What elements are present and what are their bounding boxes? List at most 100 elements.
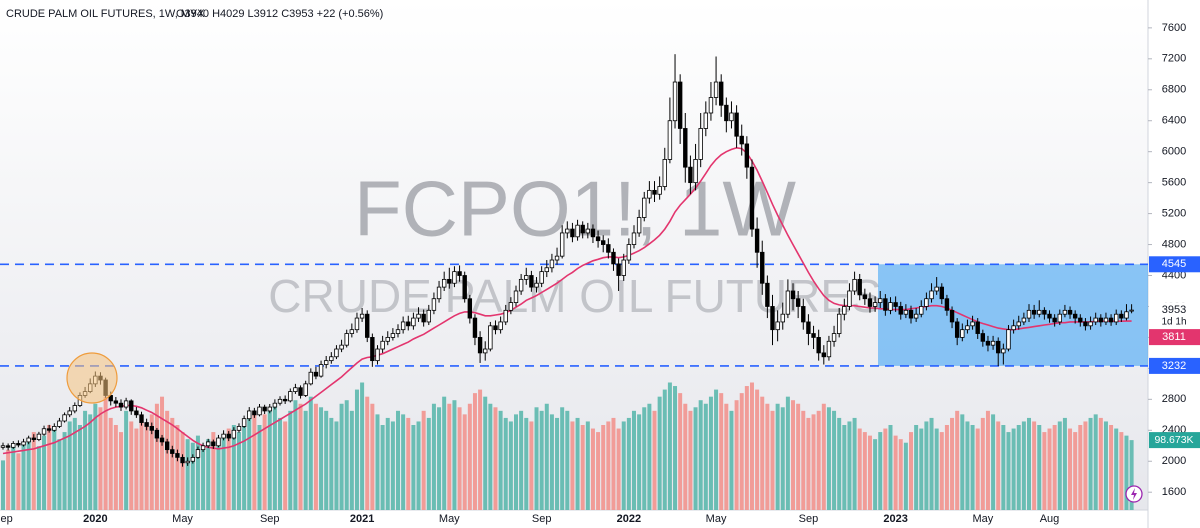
level-label: 3232 <box>1162 360 1186 372</box>
volume-bar <box>416 421 421 510</box>
volume-bar <box>129 421 134 510</box>
candle-body <box>190 456 196 462</box>
candle-body <box>1098 317 1104 323</box>
volume-bar <box>1047 428 1052 510</box>
volume-bar <box>175 425 180 510</box>
volume-bar <box>108 417 113 510</box>
volume-bar <box>283 421 288 510</box>
volume-bar <box>662 389 667 510</box>
volume-bar <box>334 421 339 510</box>
icon-bolt[interactable] <box>1131 488 1137 500</box>
volume-bar <box>678 393 683 510</box>
volume-bar <box>934 428 939 510</box>
volume-bar <box>775 403 780 510</box>
volume-bar <box>749 382 754 510</box>
candle-body <box>385 337 390 342</box>
candle-body <box>113 400 119 404</box>
candle-body <box>713 81 719 98</box>
volume-bar <box>431 403 436 510</box>
candle-body <box>693 159 698 184</box>
replay-icon[interactable] <box>1125 485 1143 503</box>
volume-bar <box>724 403 729 510</box>
volume-bar <box>744 386 749 510</box>
volume-bar <box>62 432 67 510</box>
candle-body <box>785 290 791 315</box>
plot-layer: 1600200024002800320036004000440048005200… <box>0 22 1186 525</box>
candle-body <box>452 271 457 284</box>
candle-body <box>170 449 175 454</box>
volume-bar <box>472 393 477 510</box>
candle-body <box>636 217 642 234</box>
candle-body <box>380 340 385 350</box>
watermark-symbol: FCPO1!, 1W <box>354 165 796 253</box>
candle-body <box>395 329 401 334</box>
candle-body <box>26 437 31 443</box>
volume-bar <box>714 389 719 510</box>
candle-body <box>570 228 575 238</box>
candle-body <box>139 414 144 423</box>
volume-bar <box>606 421 611 510</box>
volume-bar <box>165 410 170 510</box>
candle-body <box>898 306 903 315</box>
candle-body <box>359 313 365 319</box>
volume-bar <box>739 393 744 510</box>
volume-bar <box>67 421 72 510</box>
candle-body <box>677 81 683 129</box>
volume-bar <box>549 414 554 510</box>
candle-body <box>780 313 785 323</box>
volume-bar <box>221 435 226 510</box>
candle-body <box>760 251 765 284</box>
x-tick-label: Aug <box>1040 513 1060 525</box>
volume-bar <box>324 410 329 510</box>
last-price-box <box>1149 302 1200 330</box>
candle-body <box>544 267 549 273</box>
volume-bar <box>21 442 26 510</box>
moving-average <box>2 146 1132 455</box>
volume-bar <box>272 403 277 510</box>
candle-body <box>729 112 734 122</box>
candle-body <box>46 428 52 431</box>
candle-body <box>862 294 868 300</box>
volume-bar <box>1001 425 1006 510</box>
candle-body <box>924 298 929 307</box>
volume-bar <box>98 407 103 510</box>
volume-bar <box>113 425 118 510</box>
volume-bar <box>585 421 590 510</box>
candle-body <box>375 348 380 362</box>
candle-body <box>888 302 893 311</box>
candle-body <box>159 437 165 443</box>
volume-bar <box>637 414 642 510</box>
candle-body <box>205 441 211 447</box>
volume-bar <box>134 428 139 510</box>
volume-bar <box>360 382 365 510</box>
candle-body <box>334 348 339 358</box>
volume-bar <box>939 432 944 510</box>
volume-bar <box>293 400 298 510</box>
candle-body <box>365 313 370 338</box>
candle-body <box>467 298 473 319</box>
volume-bar <box>524 417 529 510</box>
volume-bar <box>319 407 324 510</box>
candle-body <box>657 186 662 195</box>
volume-bar <box>765 403 770 510</box>
volume-bar <box>914 425 919 510</box>
candle-body <box>970 321 975 327</box>
volume-bar <box>236 432 241 510</box>
candle-body <box>595 236 601 242</box>
y-tick-label: 2000 <box>1162 455 1186 467</box>
volume-bar <box>867 435 872 510</box>
candle-body <box>585 228 591 234</box>
level-label-box <box>1149 357 1200 374</box>
candle-body <box>134 410 139 416</box>
candle-body <box>606 244 611 253</box>
candle-body <box>554 255 560 261</box>
volume-label-box <box>1149 432 1200 449</box>
volume-bar <box>288 410 293 510</box>
volume-bar <box>154 403 159 510</box>
level-label: 4545 <box>1162 258 1186 270</box>
volume-bar <box>385 417 390 510</box>
candle-body <box>11 443 16 448</box>
level-label-box <box>1149 256 1200 273</box>
candle-body <box>1124 311 1129 319</box>
